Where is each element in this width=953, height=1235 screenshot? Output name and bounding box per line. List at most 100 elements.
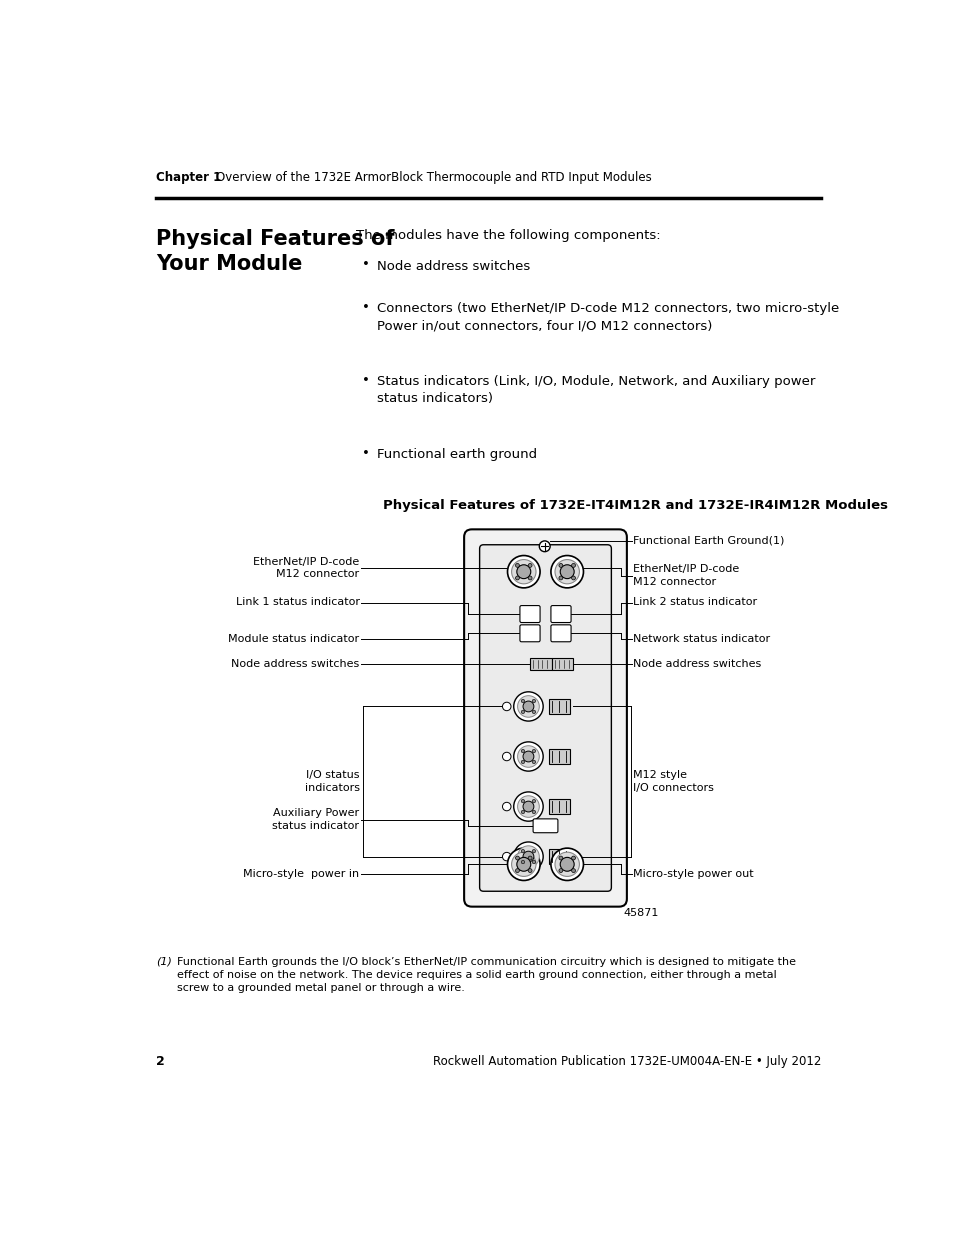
Circle shape xyxy=(528,856,532,860)
Text: 2: 2 xyxy=(156,1056,165,1068)
Circle shape xyxy=(520,861,524,863)
Circle shape xyxy=(517,746,538,767)
Text: Functional earth ground: Functional earth ground xyxy=(377,448,537,462)
Text: Physical Features of
Your Module: Physical Features of Your Module xyxy=(156,228,395,274)
Text: EtherNet/IP D-code
M12 connector: EtherNet/IP D-code M12 connector xyxy=(253,557,359,579)
Circle shape xyxy=(502,852,511,861)
Circle shape xyxy=(558,576,562,580)
Text: Module status indicator: Module status indicator xyxy=(228,635,359,645)
Circle shape xyxy=(571,576,575,580)
Circle shape xyxy=(517,695,538,718)
Circle shape xyxy=(555,852,578,877)
Text: Network status indicator: Network status indicator xyxy=(633,635,769,645)
Circle shape xyxy=(571,856,575,860)
Circle shape xyxy=(532,710,535,714)
Text: •: • xyxy=(361,300,370,314)
Circle shape xyxy=(517,846,538,867)
Circle shape xyxy=(502,803,511,811)
Text: Rockwell Automation Publication 1732E-UM004A-EN-E • July 2012: Rockwell Automation Publication 1732E-UM… xyxy=(433,1056,821,1068)
Circle shape xyxy=(532,799,535,803)
FancyBboxPatch shape xyxy=(550,625,571,642)
Circle shape xyxy=(538,541,550,552)
Circle shape xyxy=(520,850,524,853)
Circle shape xyxy=(532,850,535,853)
FancyBboxPatch shape xyxy=(519,625,539,642)
Circle shape xyxy=(515,868,518,872)
Circle shape xyxy=(550,556,583,588)
Circle shape xyxy=(520,761,524,763)
Bar xyxy=(548,848,570,864)
Text: •: • xyxy=(361,374,370,387)
Circle shape xyxy=(515,576,518,580)
Circle shape xyxy=(528,563,532,567)
Circle shape xyxy=(532,861,535,863)
Circle shape xyxy=(571,868,575,872)
Text: Node address switches: Node address switches xyxy=(633,659,760,669)
Circle shape xyxy=(528,576,532,580)
Circle shape xyxy=(532,761,535,763)
Text: Micro-style power out: Micro-style power out xyxy=(633,868,753,878)
Circle shape xyxy=(502,703,511,710)
Bar xyxy=(548,699,570,714)
Text: The modules have the following components:: The modules have the following component… xyxy=(355,228,659,242)
Circle shape xyxy=(559,564,574,579)
Text: Node address switches: Node address switches xyxy=(231,659,359,669)
Text: Connectors (two EtherNet/IP D-code M12 connectors, two micro-style
Power in/out : Connectors (two EtherNet/IP D-code M12 c… xyxy=(377,303,839,332)
Circle shape xyxy=(550,848,583,881)
Circle shape xyxy=(532,810,535,814)
Circle shape xyxy=(555,559,578,584)
Text: Physical Features of 1732E-IT4IM12R and 1732E-IR4IM12R Modules: Physical Features of 1732E-IT4IM12R and … xyxy=(382,499,887,511)
Circle shape xyxy=(559,857,574,871)
Text: Link 2 status indicator: Link 2 status indicator xyxy=(633,598,757,608)
Circle shape xyxy=(507,556,539,588)
FancyBboxPatch shape xyxy=(550,605,571,622)
Circle shape xyxy=(511,852,536,877)
Circle shape xyxy=(520,799,524,803)
Text: Overview of the 1732E ArmorBlock Thermocouple and RTD Input Modules: Overview of the 1732E ArmorBlock Thermoc… xyxy=(216,172,651,184)
Text: •: • xyxy=(361,447,370,459)
Bar xyxy=(548,799,570,814)
FancyBboxPatch shape xyxy=(519,605,539,622)
Circle shape xyxy=(511,559,536,584)
Circle shape xyxy=(522,751,534,762)
Text: M12 style
I/O connectors: M12 style I/O connectors xyxy=(633,771,713,793)
Text: •: • xyxy=(361,258,370,272)
Bar xyxy=(530,658,551,669)
Text: Link 1 status indicator: Link 1 status indicator xyxy=(235,598,359,608)
FancyBboxPatch shape xyxy=(533,819,558,832)
Circle shape xyxy=(520,750,524,753)
Text: I/O status
indicators: I/O status indicators xyxy=(304,771,359,793)
Circle shape xyxy=(513,842,542,871)
Bar xyxy=(551,658,573,669)
Circle shape xyxy=(515,856,518,860)
Circle shape xyxy=(528,868,532,872)
Text: Micro-style  power in: Micro-style power in xyxy=(243,868,359,878)
Bar xyxy=(548,748,570,764)
Text: Node address switches: Node address switches xyxy=(377,259,530,273)
Circle shape xyxy=(513,742,542,771)
Circle shape xyxy=(513,692,542,721)
Circle shape xyxy=(513,792,542,821)
Circle shape xyxy=(507,848,539,881)
Circle shape xyxy=(520,710,524,714)
Text: EtherNet/IP D-code
M12 connector: EtherNet/IP D-code M12 connector xyxy=(633,564,739,587)
Circle shape xyxy=(558,868,562,872)
Circle shape xyxy=(532,750,535,753)
Circle shape xyxy=(517,795,538,818)
Circle shape xyxy=(520,810,524,814)
Circle shape xyxy=(517,857,530,871)
Text: Functional Earth grounds the I/O block’s EtherNet/IP communication circuitry whi: Functional Earth grounds the I/O block’s… xyxy=(177,957,796,993)
Circle shape xyxy=(522,802,534,811)
Circle shape xyxy=(558,856,562,860)
Circle shape xyxy=(502,752,511,761)
Text: Status indicators (Link, I/O, Module, Network, and Auxiliary power
status indica: Status indicators (Link, I/O, Module, Ne… xyxy=(377,375,815,405)
Text: (1): (1) xyxy=(156,957,172,967)
Text: Auxiliary Power
status indicator: Auxiliary Power status indicator xyxy=(273,809,359,831)
FancyBboxPatch shape xyxy=(479,545,611,892)
Circle shape xyxy=(522,701,534,711)
Circle shape xyxy=(522,851,534,862)
Circle shape xyxy=(571,563,575,567)
Circle shape xyxy=(558,563,562,567)
Circle shape xyxy=(532,699,535,703)
Text: Chapter 1: Chapter 1 xyxy=(156,172,221,184)
